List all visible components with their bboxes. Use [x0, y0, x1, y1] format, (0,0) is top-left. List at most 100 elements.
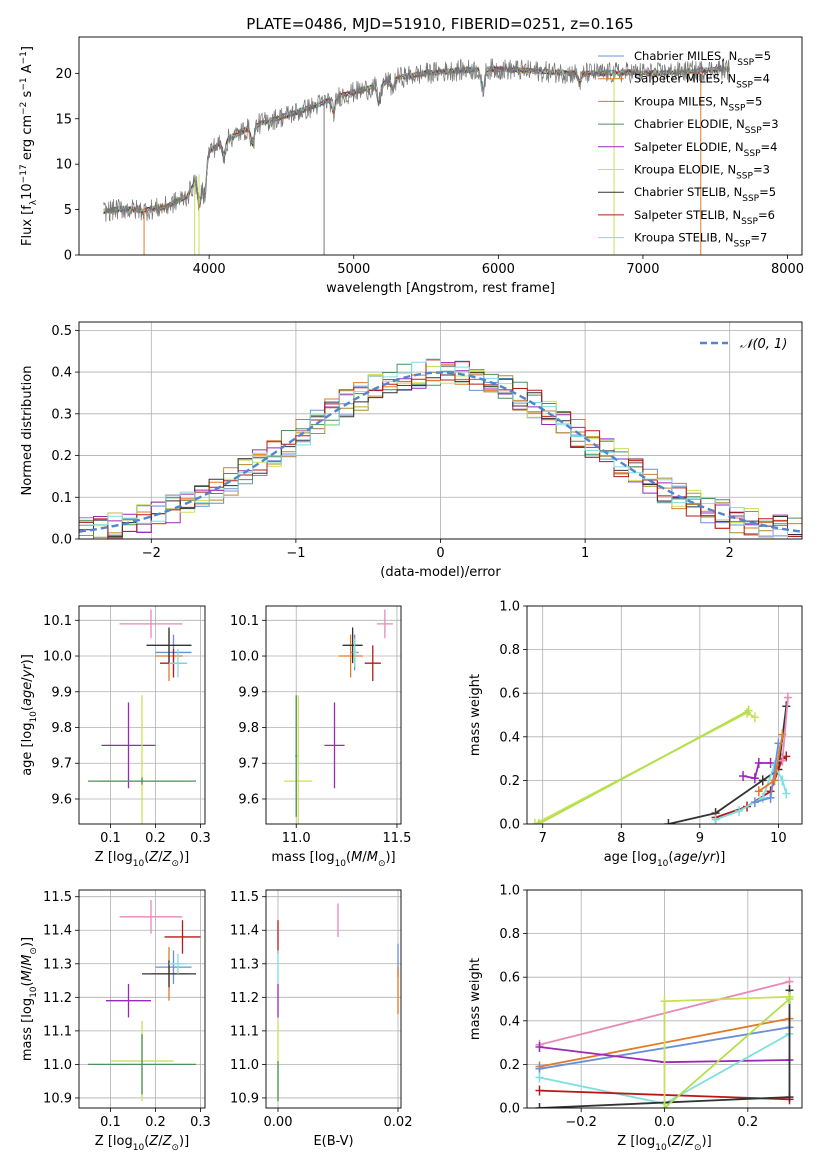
y-tick-label: 0.0	[51, 533, 72, 548]
y-axis-label: mass [log10(M/M⊙)]	[20, 937, 39, 1061]
y-tick-label: 10.0	[43, 650, 72, 665]
panel-weight_vs_age: 7 8 9 10 0.0 0.2 0.4 0.6 0.8 1.0 age [log10(age/yr…	[468, 600, 803, 869]
legend-entry: Salpeter STELIB, NSSP=6	[634, 208, 775, 227]
x-tick-label: 8000	[771, 262, 804, 277]
panel-mass_vs_ebv: 0.00 0.02 10.9 11.0 11.1 11.2 11.3 11.4 11.5 E(B-…	[230, 889, 412, 1149]
axes-frame	[78, 36, 803, 256]
y-tick-label: 11.1	[43, 1024, 72, 1039]
y-tick-label: 9.7	[238, 757, 259, 772]
y-tick-label: 0	[64, 249, 72, 264]
x-tick-label: 0.3	[190, 1115, 211, 1130]
y-tick-label: 11.2	[230, 991, 259, 1006]
y-tick-label: 0.4	[499, 1014, 520, 1029]
y-tick-label: 1.0	[499, 884, 520, 899]
y-tick-label: 0.2	[499, 774, 520, 789]
x-tick-label: 10	[770, 831, 787, 846]
axes-frame	[526, 605, 803, 825]
x-tick-label: −2	[142, 546, 161, 561]
y-tick-label: 10	[55, 158, 72, 173]
y-tick-label: 11.3	[230, 957, 259, 972]
y-tick-label: 9.7	[51, 757, 72, 772]
y-tick-label: 0.0	[499, 1102, 520, 1117]
x-tick-label: 0.2	[145, 1115, 166, 1130]
residual-histogram	[79, 363, 802, 539]
y-axis-label: Flux [fλ10−17 erg cm−2 s−1 A−1]	[19, 46, 39, 246]
y-tick-label: 0.2	[499, 1058, 520, 1073]
y-tick-label: 20	[55, 67, 72, 82]
y-tick-label: 5	[64, 203, 72, 218]
y-tick-label: 0.5	[51, 324, 72, 339]
y-tick-label: 1.0	[499, 600, 520, 615]
plot-area	[530, 692, 792, 824]
x-tick-label: 7	[539, 831, 547, 846]
x-axis-label: mass [log10(M/M⊙)]	[271, 850, 395, 869]
plot-area	[277, 903, 399, 1102]
y-tick-label: 11.4	[43, 924, 72, 939]
y-tick-label: 9.9	[238, 685, 259, 700]
figure-title: PLATE=0486, MJD=51910, FIBERID=0251, z=0…	[246, 15, 633, 33]
panel-residuals: −2 −1 0 1 2 0.0 0.1 0.2 0.3 0.4 0.5 (data-model)/er…	[20, 321, 803, 580]
weight-line	[742, 762, 771, 780]
gaussian-curve	[79, 371, 802, 533]
y-tick-label: 15	[55, 112, 72, 127]
weight-line	[781, 697, 789, 761]
legend-entry: Salpeter MILES, NSSP=4	[634, 72, 770, 91]
x-tick-label: 0.1	[100, 831, 121, 846]
y-tick-label: 9.8	[238, 721, 259, 736]
y-tick-label: 0.2	[51, 449, 72, 464]
x-tick-label: −1	[286, 546, 305, 561]
y-tick-label: 0.4	[499, 730, 520, 745]
axes-frame	[265, 605, 402, 825]
y-tick-label: 10.9	[43, 1091, 72, 1106]
y-tick-label: 0.6	[499, 687, 520, 702]
panel-mass_vs_Z: 0.1 0.2 0.3 10.9 11.0 11.1 11.2 11.3 11.4 11.5 Z […	[20, 889, 211, 1153]
x-tick-label: 0.0	[654, 1115, 675, 1130]
y-tick-label: 11.0	[43, 1058, 72, 1073]
legend-entry: Kroupa MILES, NSSP=5	[634, 94, 762, 113]
x-tick-label: 1	[581, 546, 589, 561]
x-tick-label: 0.1	[100, 1115, 121, 1130]
x-tick-label: 9	[696, 831, 704, 846]
observed-spectrum	[103, 58, 730, 222]
x-axis-label: wavelength [Angstrom, rest frame]	[326, 281, 555, 296]
y-tick-label: 0.8	[499, 927, 520, 942]
y-tick-label: 0.6	[499, 971, 520, 986]
x-tick-label: 0.3	[190, 831, 211, 846]
x-tick-label: −0.2	[565, 1115, 597, 1130]
y-tick-label: 11.3	[43, 957, 72, 972]
weight-line	[663, 998, 791, 1108]
y-tick-label: 11.5	[230, 890, 259, 905]
x-tick-label: 8	[617, 831, 625, 846]
residual-histogram	[79, 358, 802, 539]
x-axis-label: Z [log10(Z/Z⊙)]	[617, 1134, 711, 1153]
y-tick-label: 9.9	[51, 685, 72, 700]
y-axis-label: age [log10(age/yr)]	[20, 654, 39, 776]
panel-weight_vs_Z: −0.2 0.0 0.2 0.0 0.2 0.4 0.6 0.8 1.0 Z [log10(Z/Z…	[468, 884, 803, 1153]
plot-area	[79, 358, 802, 539]
y-tick-label: 0.0	[499, 818, 520, 833]
legend-entry: Kroupa ELODIE, NSSP=3	[634, 163, 770, 182]
x-tick-label: 0	[436, 546, 444, 561]
x-axis-label: Z [log10(Z/Z⊙)]	[95, 850, 189, 869]
y-tick-label: 10.9	[230, 1091, 259, 1106]
axes-frame	[78, 605, 206, 825]
x-axis-label: E(B-V)	[313, 1134, 353, 1149]
legend-entry: Kroupa STELIB, NSSP=7	[634, 231, 767, 250]
x-tick-label: 6000	[482, 262, 515, 277]
x-tick-label: 11.5	[382, 831, 411, 846]
legend-entry: Chabrier STELIB, NSSP=5	[634, 185, 776, 204]
x-tick-label: 2	[726, 546, 734, 561]
y-tick-label: 0.1	[51, 491, 72, 506]
y-tick-label: 11.1	[230, 1024, 259, 1039]
legend-entry: 𝒩(0, 1)	[740, 337, 787, 352]
y-tick-label: 11.4	[230, 924, 259, 939]
y-tick-label: 0.3	[51, 407, 72, 422]
plot-area	[88, 900, 201, 1102]
x-tick-label: 11.0	[282, 831, 311, 846]
plot-area	[535, 976, 794, 1108]
weight-line	[538, 709, 750, 824]
y-tick-label: 11.5	[43, 890, 72, 905]
axes-frame	[78, 321, 803, 540]
y-tick-label: 9.6	[238, 792, 259, 807]
